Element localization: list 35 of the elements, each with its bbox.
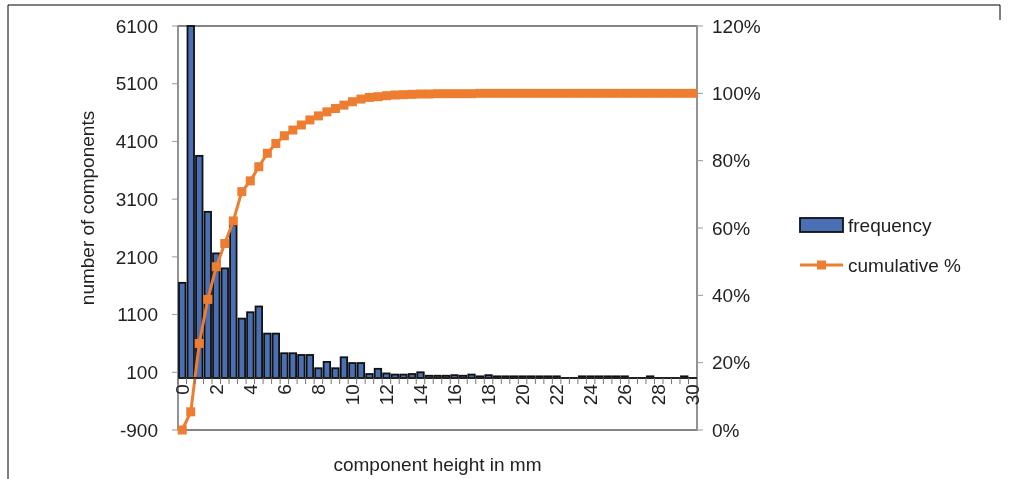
y-tick-label: -900: [119, 419, 158, 441]
x-tick-label: 14: [410, 383, 432, 406]
x-tick-label: 4: [239, 383, 261, 395]
x-tick-label: 20: [512, 384, 534, 406]
x-tick-label: 10: [342, 384, 364, 406]
y-tick-label: 2100: [115, 246, 158, 268]
y-tick-label: 4100: [115, 131, 158, 153]
x-tick-label: 2: [205, 384, 227, 395]
x-tick-label: 18: [478, 384, 500, 406]
y2-tick-label: 0%: [712, 419, 740, 441]
x-tick-label: 0: [171, 384, 193, 395]
y-tick-label: 3100: [115, 188, 158, 210]
y2-tick-label: 80%: [712, 150, 751, 172]
x-tick-label: 6: [274, 384, 295, 395]
y2-tick-label: 20%: [712, 352, 751, 374]
y2-tick-label: 40%: [712, 284, 751, 306]
x-tick-label: 16: [444, 384, 466, 406]
x-tick-label: 24: [580, 383, 602, 406]
x-tick-label: 30: [682, 384, 704, 406]
y2-tick-label: 120%: [712, 15, 761, 37]
y2-tick-label: 60%: [712, 217, 751, 239]
x-tick-label: 22: [546, 384, 568, 406]
legend-label: cumulative %: [848, 254, 962, 276]
x-tick-label: 26: [614, 384, 636, 406]
x-tick-label: 8: [308, 384, 330, 395]
x-axis-title: component height in mm: [333, 454, 542, 475]
x-tick-label: 12: [376, 384, 398, 406]
y-tick-label: 5100: [115, 73, 158, 95]
x-tick-label: 28: [648, 384, 670, 406]
y-axis-title: number of components: [77, 110, 98, 306]
y-tick-label: 100: [126, 361, 158, 383]
legend-label: frequency: [848, 214, 932, 236]
y-tick-label: 6100: [115, 15, 158, 37]
y2-tick-label: 100%: [712, 82, 761, 104]
y-tick-label: 1100: [117, 304, 158, 326]
